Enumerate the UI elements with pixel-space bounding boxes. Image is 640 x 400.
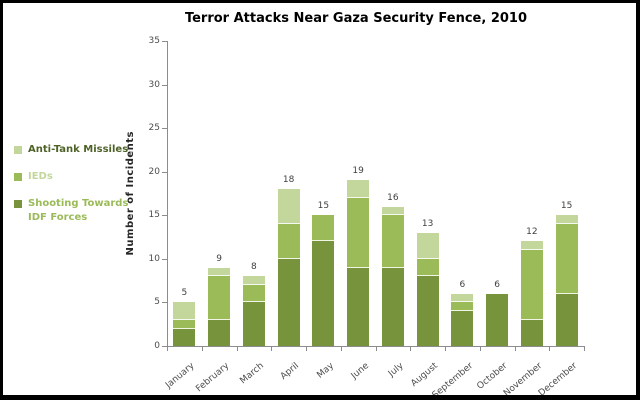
bar-segment-shooting-towards-idf-forces [520, 319, 543, 346]
bar-segment-anti-tank-missiles [277, 189, 300, 224]
bar-segment-anti-tank-missiles [173, 302, 196, 320]
bar-segment-ieds [277, 224, 300, 259]
legend-swatch-shooting-towards-idf-forces [14, 200, 22, 208]
bar-segment-ieds [208, 276, 231, 320]
bar-segment-shooting-towards-idf-forces [451, 311, 474, 346]
x-tick-mark [549, 347, 551, 351]
bar-total-label: 5 [181, 288, 188, 299]
bar-segment-anti-tank-missiles [520, 241, 543, 251]
y-tick-mark [162, 258, 167, 260]
bar-segment-shooting-towards-idf-forces [242, 302, 265, 346]
bar-total-label: 18 [282, 175, 295, 186]
bar-segment-ieds [347, 197, 370, 268]
x-tick-mark [410, 347, 412, 351]
bar-total-label: 9 [216, 253, 222, 264]
bar-total-label: 6 [459, 279, 466, 290]
bar-total-label: 15 [560, 201, 573, 212]
x-tick-mark [375, 347, 377, 351]
bar-segment-shooting-towards-idf-forces [416, 276, 439, 346]
y-tick-mark [162, 346, 167, 347]
bar-segment-shooting-towards-idf-forces [555, 293, 578, 346]
y-tick-label: 5 [154, 297, 160, 308]
bar-total-label: 15 [317, 201, 330, 212]
y-tick-mark [162, 171, 167, 173]
bar-segment-anti-tank-missiles [555, 215, 578, 224]
bar-segment-ieds [173, 319, 196, 329]
bar-segment-shooting-towards-idf-forces [312, 241, 335, 346]
bar-segment-shooting-towards-idf-forces [347, 267, 370, 346]
bar-segment-ieds [242, 285, 265, 303]
bar-segment-ieds [451, 302, 474, 312]
y-tick-label: 15 [148, 210, 160, 221]
x-tick-mark [584, 347, 585, 351]
bar-segment-anti-tank-missiles [416, 232, 439, 259]
legend-swatch-ieds [14, 173, 22, 181]
y-tick-label: 10 [148, 253, 160, 264]
x-category-label: December [453, 353, 579, 395]
bar-segment-ieds [381, 215, 404, 268]
y-tick-label: 20 [148, 166, 160, 177]
y-tick-mark [162, 41, 167, 42]
x-tick-mark [167, 347, 168, 351]
bar-segment-anti-tank-missiles [451, 293, 474, 303]
x-tick-mark [236, 347, 238, 351]
bar-segment-shooting-towards-idf-forces [173, 328, 196, 346]
bar-segment-anti-tank-missiles [208, 267, 231, 277]
bar-segment-ieds [312, 215, 335, 242]
bar-segment-anti-tank-missiles [347, 180, 370, 198]
bar-segment-ieds [416, 258, 439, 277]
bar-segment-anti-tank-missiles [242, 276, 265, 285]
bar-segment-shooting-towards-idf-forces [277, 258, 300, 346]
x-tick-mark [514, 347, 516, 351]
bar-total-label: 12 [526, 227, 538, 238]
y-tick-mark [162, 128, 167, 130]
y-tick-mark [162, 302, 167, 304]
x-category-label-text: December [536, 361, 580, 399]
bar-total-label: 6 [494, 279, 500, 290]
bar-segment-shooting-towards-idf-forces [381, 267, 404, 346]
y-tick-label: 30 [148, 79, 160, 90]
bar-total-label: 16 [387, 192, 399, 203]
bar-segment-ieds [520, 250, 543, 320]
bar-total-label: 8 [251, 262, 257, 273]
legend-item-ieds: IEDs [14, 170, 136, 184]
x-tick-mark [340, 347, 342, 351]
plot-area [167, 41, 585, 347]
y-tick-label: 0 [154, 341, 160, 351]
legend-label-anti-tank-missiles: Anti-Tank Missiles [28, 144, 129, 155]
x-tick-mark [201, 347, 203, 351]
x-tick-mark [306, 347, 307, 351]
bar-segment-anti-tank-missiles [381, 206, 404, 216]
legend-item-shooting-towards-idf-forces: Shooting Towards IDF Forces [14, 197, 136, 225]
legend-swatch-anti-tank-missiles [14, 146, 22, 154]
chart-title: Terror Attacks Near Gaza Security Fence,… [184, 11, 528, 26]
y-tick-mark [162, 84, 167, 86]
y-tick-label: 25 [148, 123, 160, 134]
legend-item-anti-tank-missiles: Anti-Tank Missiles [14, 143, 136, 157]
bar-total-label: 19 [352, 166, 364, 177]
chart-legend: Anti-Tank Missiles IEDs Shooting Towards I… [14, 143, 136, 238]
bar-segment-ieds [555, 224, 578, 294]
x-tick-mark [445, 347, 446, 351]
x-tick-mark [479, 347, 481, 351]
legend-label-shooting-towards-idf-forces: Shooting Towards IDF Forces [28, 198, 129, 223]
bar-segment-shooting-towards-idf-forces [208, 319, 231, 346]
y-tick-label: 35 [148, 36, 160, 46]
x-tick-mark [271, 347, 273, 351]
legend-label-ieds: IEDs [28, 171, 53, 182]
bar-total-label: 13 [421, 218, 434, 229]
bar-segment-shooting-towards-idf-forces [486, 293, 509, 346]
y-tick-mark [162, 215, 167, 217]
